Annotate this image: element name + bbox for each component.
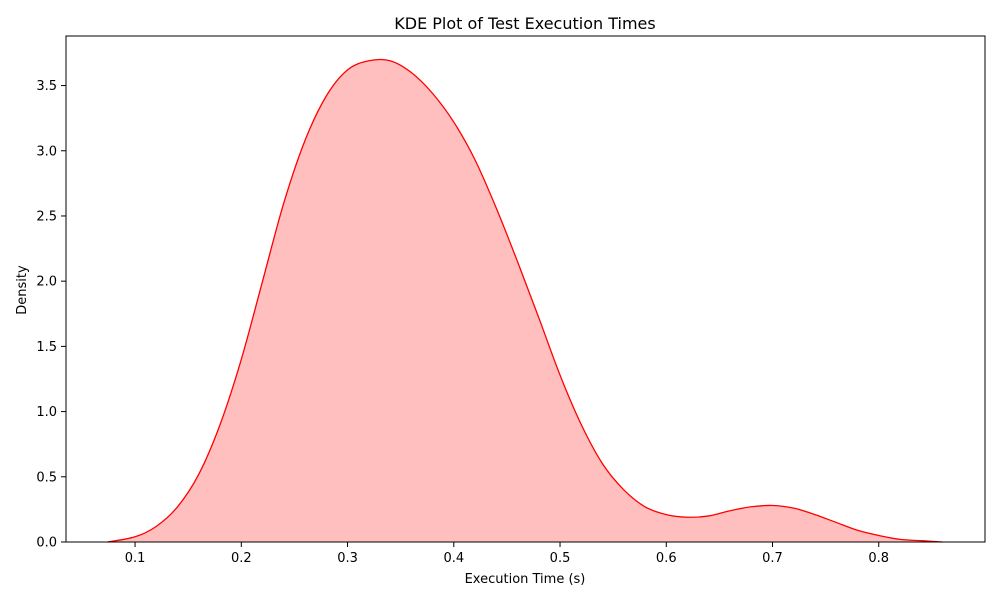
y-tick-label: 0.5 [36, 470, 57, 485]
plot-frame [65, 35, 986, 543]
y-tick-label: 2.0 [36, 275, 57, 290]
density-curve-line [107, 58, 943, 543]
y-tick-label: 3.0 [36, 144, 57, 159]
y-tick-label: 3.5 [36, 79, 57, 94]
x-tick-label: 0.7 [762, 551, 783, 566]
x-tick-label: 0.2 [231, 551, 252, 566]
axes: 0.1 0.2 0.3 0.4 0.5 0.6 0.7 0.8 0.0 0.5 1.0 1.5 2.0 2… [36, 35, 986, 566]
x-tick-label: 0.1 [125, 551, 146, 566]
y-axis-label: Density [15, 265, 30, 315]
x-tick-label: 0.3 [337, 551, 358, 566]
x-tick-label: 0.4 [443, 551, 464, 566]
density-area-fill [107, 59, 943, 543]
chart-title: KDE Plot of Test Execution Times [394, 14, 655, 33]
y-tick-label: 0.0 [36, 536, 57, 551]
y-tick-label: 2.5 [36, 209, 57, 224]
x-tick-label: 0.8 [868, 551, 889, 566]
y-tick-label: 1.0 [36, 405, 57, 420]
x-tick-label: 0.6 [656, 551, 677, 566]
y-tick-label: 1.5 [36, 340, 57, 355]
x-axis-label: Execution Time (s) [465, 572, 586, 587]
x-tick-label: 0.5 [550, 551, 571, 566]
